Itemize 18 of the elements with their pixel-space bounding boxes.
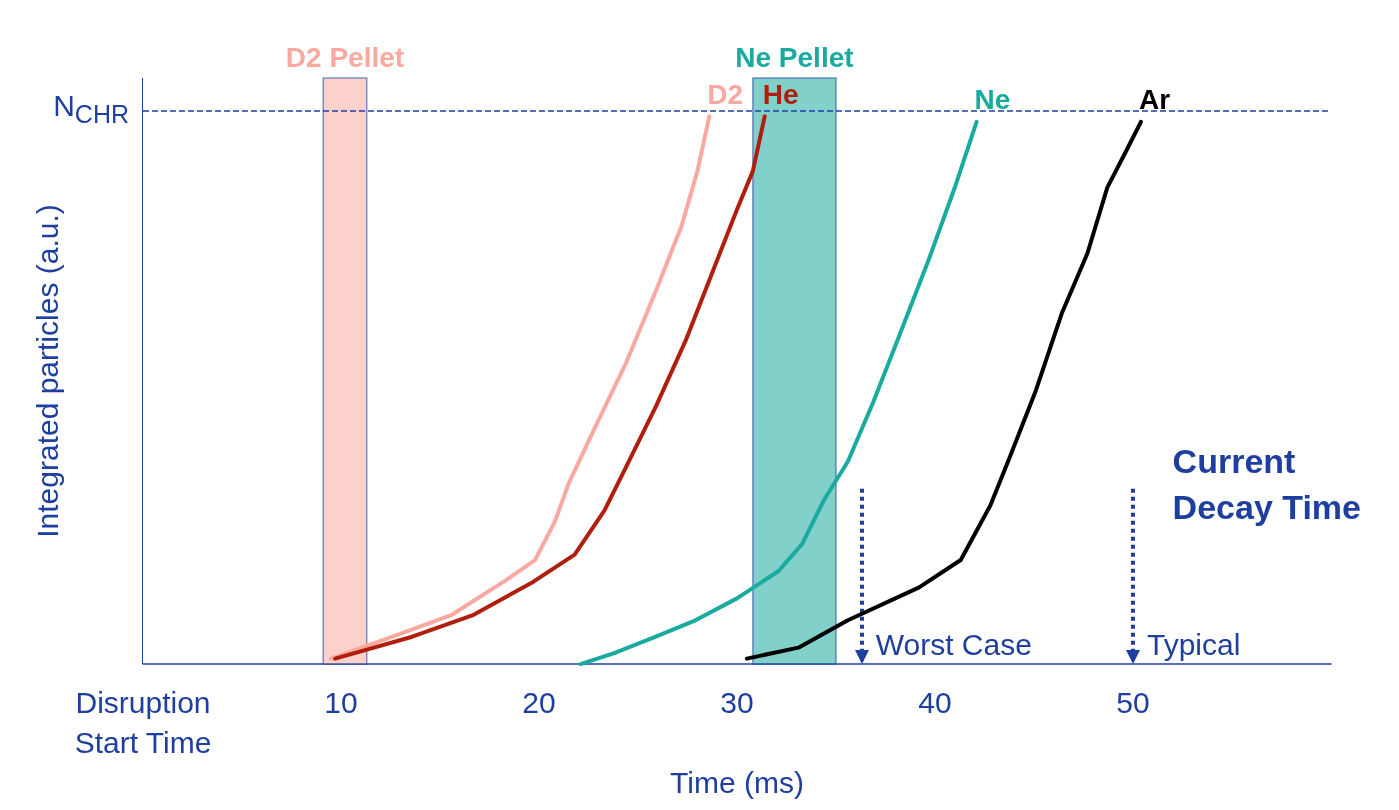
x-tick-label: 50 xyxy=(1116,685,1150,719)
x-axis-title: Time (ms) xyxy=(670,765,804,799)
ref-line-label: Worst Case xyxy=(875,627,1032,661)
band-label: D2 Pellet xyxy=(285,41,405,73)
x-tick-label: 20 xyxy=(522,685,556,719)
y-axis-title: Integrated particles (a.u.) xyxy=(31,204,65,538)
x-tick-label: Disruption Start Time xyxy=(74,685,212,759)
ref-line-label: N$_{CHR}$ xyxy=(53,88,129,130)
series-label: He xyxy=(762,78,799,110)
series-label: Ne xyxy=(974,84,1011,116)
annotation: Current Decay Time xyxy=(1172,442,1362,526)
band-label: Ne Pellet xyxy=(735,41,854,73)
series-label: D2 xyxy=(707,78,744,110)
x-tick-label: 10 xyxy=(324,685,358,719)
series-label: Ar xyxy=(1138,84,1171,116)
x-tick-label: 30 xyxy=(720,685,754,719)
ref-line-label: Typical xyxy=(1147,627,1241,661)
x-tick-label: 40 xyxy=(918,685,952,719)
